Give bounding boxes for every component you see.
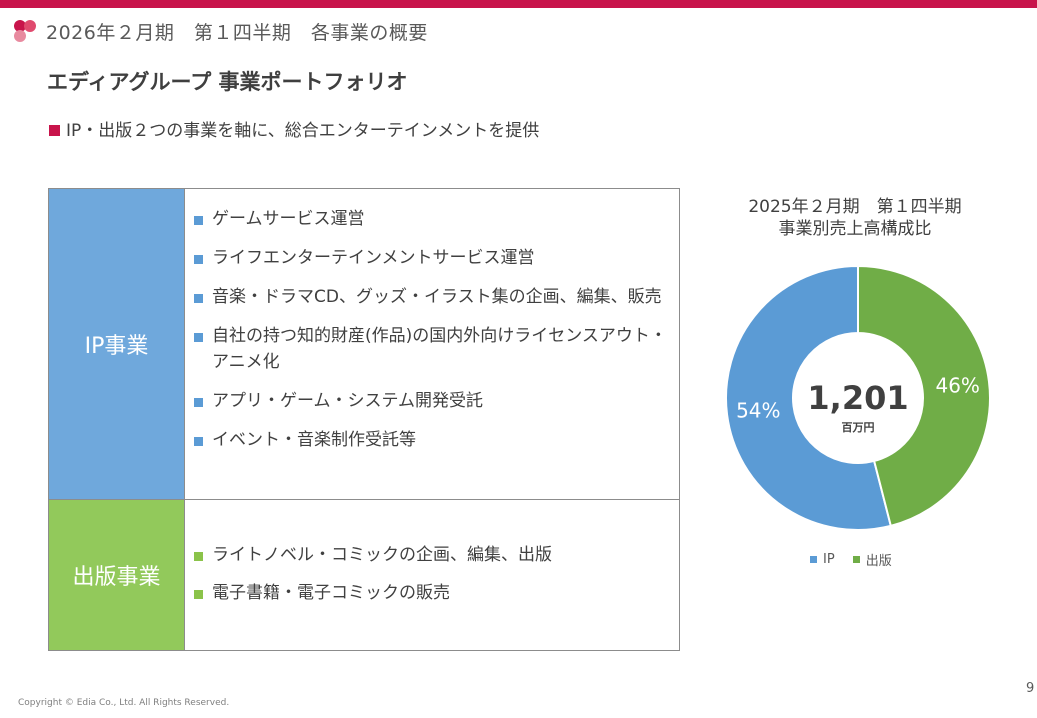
bullet-square-icon	[194, 294, 203, 303]
list-item: ゲームサービス運営	[194, 206, 674, 232]
page-header-title: 2026年２月期 第１四半期 各事業の概要	[46, 22, 428, 44]
bullet-square-icon	[194, 255, 203, 264]
bullet-square-icon	[194, 216, 203, 225]
category-ip: IP事業	[49, 189, 185, 499]
legend-item: IP	[810, 552, 835, 567]
list-item: ライトノベル・コミックの企画、編集、出版	[194, 542, 674, 568]
bullet-square-icon	[194, 398, 203, 407]
total-value-label: 1,201	[807, 379, 908, 417]
chart-title-line: 2025年２月期 第１四半期	[748, 197, 962, 217]
list-item: イベント・音楽制作受託等	[194, 427, 674, 453]
section-title: エディアグループ 事業ポートフォリオ	[47, 70, 408, 94]
legend-label: 出版	[865, 554, 892, 569]
company-logo-icon	[14, 20, 36, 42]
legend-swatch	[810, 556, 817, 563]
category-publishing: 出版事業	[49, 500, 185, 650]
legend-label: IP	[823, 552, 835, 567]
slice-percent-label: 54%	[736, 399, 780, 423]
copyright-text: Copyright © Edia Co., Ltd. All Rights Re…	[18, 698, 230, 708]
table-row-publishing: 出版事業 ライトノベル・コミックの企画、編集、出版 電子書籍・電子コミックの販売	[49, 500, 679, 650]
bullet-square-icon	[194, 552, 203, 561]
lead-text: IP・出版２つの事業を軸に、総合エンターテインメントを提供	[49, 116, 539, 141]
list-item: アプリ・ゲーム・システム開発受託	[194, 388, 674, 414]
bullet-square-icon	[194, 333, 203, 342]
publishing-item-list: ライトノベル・コミックの企画、編集、出版 電子書籍・電子コミックの販売	[194, 542, 674, 618]
list-item: 音楽・ドラマCD、グッズ・イラスト集の企画、編集、販売	[194, 284, 674, 310]
lead-label: IP・出版２つの事業を軸に、総合エンターテインメントを提供	[66, 121, 540, 141]
list-item: 自社の持つ知的財産(作品)の国内外向けライセンスアウト・アニメ化	[194, 323, 674, 375]
list-item: ライフエンターテインメントサービス運営	[194, 245, 674, 271]
bullet-square-icon	[194, 437, 203, 446]
bullet-square-icon	[194, 590, 203, 599]
sales-composition-donut-chart: 1,201 百万円 54% 46%	[725, 264, 991, 531]
top-accent-bar	[0, 0, 1037, 8]
slice-percent-label: 46%	[935, 373, 979, 397]
chart-legend: IP 出版	[810, 550, 910, 569]
business-portfolio-table: IP事業 ゲームサービス運営 ライフエンターテインメントサービス運営 音楽・ドラ…	[48, 188, 680, 651]
legend-swatch	[852, 556, 860, 563]
page-number: 9	[1026, 681, 1035, 696]
donut-hole	[793, 333, 923, 463]
legend-item: 出版	[852, 550, 892, 569]
bullet-square-icon	[49, 125, 60, 136]
table-row-ip: IP事業 ゲームサービス運営 ライフエンターテインメントサービス運営 音楽・ドラ…	[49, 189, 679, 500]
list-item: 電子書籍・電子コミックの販売	[194, 580, 674, 606]
chart-title-line: 事業別売上高構成比	[778, 219, 932, 239]
total-unit-label: 百万円	[842, 421, 875, 434]
chart-title: 2025年２月期 第１四半期 事業別売上高構成比	[710, 196, 1000, 240]
ip-item-list: ゲームサービス運営 ライフエンターテインメントサービス運営 音楽・ドラマCD、グ…	[194, 206, 674, 466]
